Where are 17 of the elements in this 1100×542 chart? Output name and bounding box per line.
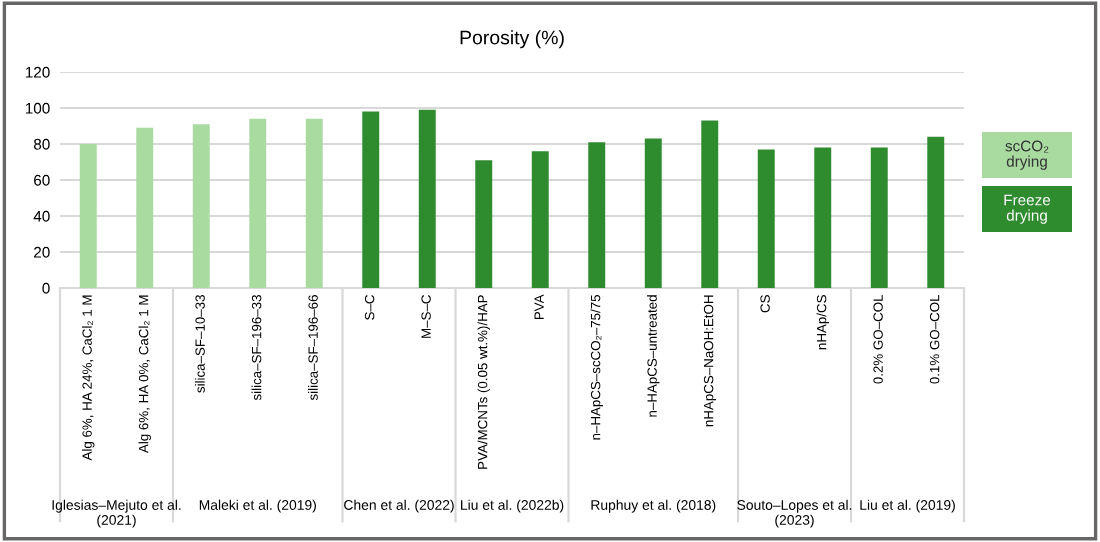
- bar: [136, 127, 154, 288]
- bar: [701, 120, 719, 288]
- chart-title: Porosity (%): [460, 30, 564, 49]
- bar: [305, 118, 323, 288]
- bar: [927, 136, 945, 288]
- bar: [79, 144, 97, 288]
- bar: [531, 151, 549, 288]
- bar: [192, 124, 210, 288]
- bar: [362, 111, 380, 288]
- bar: [644, 138, 662, 288]
- bar: [249, 118, 267, 288]
- bar: [814, 147, 832, 288]
- bar: [475, 160, 493, 288]
- bar: [757, 149, 775, 288]
- bar: [588, 142, 606, 288]
- bar: [418, 109, 436, 288]
- bar: [870, 147, 888, 288]
